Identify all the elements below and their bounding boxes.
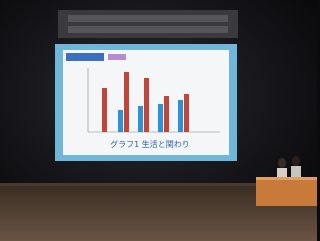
legend-mark: [108, 54, 126, 60]
slide-tag: [66, 53, 104, 61]
banner: [58, 10, 238, 38]
bar-shape: [158, 104, 163, 132]
slide-caption: グラフ1 生活と関わり: [110, 139, 190, 149]
page: グラフ1 生活と関わり (() => { const data = JSON.p…: [0, 0, 320, 241]
person-head: [292, 156, 300, 166]
podium: [256, 177, 317, 206]
photo: グラフ1 生活と関わり: [0, 0, 317, 241]
bar-shape: [102, 88, 107, 132]
bar-shape: [124, 72, 129, 132]
person-head: [278, 158, 286, 168]
bar-shape: [164, 96, 169, 132]
podium-top: [256, 177, 317, 180]
banner-line: [68, 26, 228, 33]
banner-line: [68, 15, 228, 22]
bar-shape: [138, 106, 143, 132]
bar-shape: [178, 100, 183, 132]
bar-shape: [144, 78, 149, 132]
bar-shape: [184, 94, 189, 132]
bar-shape: [118, 110, 123, 132]
